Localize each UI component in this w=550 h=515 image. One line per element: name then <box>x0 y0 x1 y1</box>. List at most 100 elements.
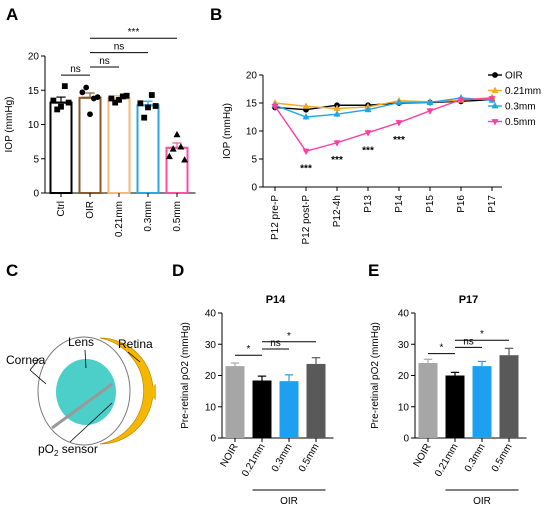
data-point-a-3-0 <box>137 100 144 107</box>
sig-label-e-2: * <box>480 329 484 340</box>
data-point-a-4-0 <box>165 152 173 160</box>
data-point-a-4-3 <box>177 143 185 150</box>
x-tick-label-a-0: Ctrl <box>56 201 67 217</box>
data-point-a-0-0 <box>50 97 57 104</box>
data-point-a-3-4 <box>152 103 159 109</box>
x-tick-label-d-0: NOIR <box>219 442 241 469</box>
series-point-b-3-4 <box>395 120 403 127</box>
chart-title-d: P14 <box>266 294 286 306</box>
data-point-a-4-2 <box>173 130 181 138</box>
chart-title-e: P17 <box>459 294 479 306</box>
legend-marker-b-1 <box>491 86 499 93</box>
sig-label-b-1: *** <box>331 155 343 166</box>
series-point-b-2-1 <box>302 113 310 120</box>
x-tick-label-e-3: 0.5mm <box>490 442 515 474</box>
retina-shape <box>99 337 154 445</box>
series-line-b-2 <box>274 97 493 118</box>
bar-e-0 <box>418 363 438 438</box>
data-point-a-1-2 <box>87 111 93 118</box>
data-point-a-4-1 <box>169 145 177 152</box>
series-point-b-3-6 <box>457 97 465 104</box>
cornea-pointer-2 <box>29 357 41 371</box>
y-tick-label-b-2: 10 <box>246 127 258 138</box>
x-tick-label-a-2: 0.21mm <box>114 201 125 237</box>
lens-label: Lens <box>68 335 94 349</box>
sensor-probe <box>51 382 113 430</box>
legend-marker-b-3 <box>491 119 499 126</box>
series-point-b-3-0 <box>271 103 279 111</box>
bar-e-3 <box>499 355 519 438</box>
series-point-b-2-4 <box>395 98 403 105</box>
lens-shape <box>56 359 116 425</box>
y-tick-label-d-1: 10 <box>205 402 217 413</box>
y-tick-label-a-4: 20 <box>28 52 40 63</box>
bar-a-2 <box>107 97 131 194</box>
data-point-a-2-4 <box>123 92 130 99</box>
x-tick-label-b-5: P15 <box>425 195 436 213</box>
chart-a: 0 5 10 15 20 IOP (mmHg) Ctrl OIR 0.21mm 0.3mm 0.5m… <box>4 27 196 237</box>
data-point-a-3-2 <box>145 104 151 111</box>
legend-label-b-0: OIR <box>505 71 523 82</box>
series-line-b-3 <box>274 97 493 152</box>
retina-label: Retina <box>118 337 153 351</box>
y-tick-label-e-0: 0 <box>403 434 409 445</box>
data-point-a-0-4 <box>65 99 72 106</box>
x-tick-label-e-1: 0.21mm <box>433 442 461 479</box>
series-point-b-2-2 <box>333 110 341 117</box>
data-point-a-2-2 <box>116 96 122 103</box>
y-tick-label-a-2: 10 <box>28 120 40 131</box>
series-point-b-3-7 <box>488 96 496 103</box>
x-tick-label-b-0: P12 pre-P <box>270 195 281 240</box>
y-tick-label-d-0: 0 <box>210 434 216 445</box>
x-tick-label-a-4: 0.5mm <box>172 201 183 232</box>
y-tick-label-d-4: 40 <box>205 309 217 320</box>
cornea-label: Cornea <box>6 353 46 367</box>
y-tick-label-a-0: 0 <box>33 189 39 200</box>
y-tick-label-a-1: 5 <box>33 154 39 165</box>
panel-letter-c: C <box>6 261 18 280</box>
series-point-b-3-3 <box>364 130 372 137</box>
x-tick-label-b-3: P13 <box>363 195 374 213</box>
group-label-e: OIR <box>473 496 491 507</box>
bar-a-0 <box>49 101 73 194</box>
chart-b: 0 5 10 15 20 IOP (mmHg) P12 pre-P P12 post-P P12… <box>222 71 541 245</box>
data-point-a-3-3 <box>148 92 155 98</box>
y-tick-label-a-3: 15 <box>28 86 40 97</box>
y-tick-label-b-1: 5 <box>251 155 257 166</box>
y-axis-label-b: IOP (mmHg) <box>222 103 233 159</box>
sig-label-b-3: *** <box>393 135 405 146</box>
sig-label-e-1: ns <box>463 336 474 347</box>
x-tick-label-d-1: 0.21mm <box>240 442 268 479</box>
legend-label-b-1: 0.21mm <box>505 86 541 97</box>
sig-label-d-1: ns <box>270 338 281 349</box>
y-axis-label-e: Pre-retinal pO2 (mmHg) <box>370 322 381 429</box>
y-tick-label-e-3: 30 <box>398 340 410 351</box>
sig-label-a-1: ns <box>99 56 110 67</box>
optic-nerve-shape <box>145 384 156 400</box>
series-point-b-2-3 <box>364 105 372 113</box>
x-tick-label-b-4: P14 <box>394 195 405 213</box>
y-tick-label-d-3: 30 <box>205 340 217 351</box>
x-tick-label-b-2: P12-4h <box>332 195 343 227</box>
legend-marker-b-2 <box>491 102 499 109</box>
data-point-a-4-4 <box>181 156 189 163</box>
panel-letter-d: D <box>172 261 184 280</box>
x-tick-label-b-1: P12 post-P <box>301 195 312 245</box>
series-line-b-1 <box>274 96 493 110</box>
sensor-pointer <box>69 402 113 443</box>
data-point-a-3-1 <box>141 114 148 121</box>
x-tick-label-b-7: P17 <box>487 195 498 213</box>
legend-marker-b-0 <box>492 72 498 78</box>
y-tick-label-b-0: 0 <box>251 183 257 194</box>
sensor-label: pO2 sensor <box>38 442 98 458</box>
data-point-a-0-2 <box>58 103 64 110</box>
sig-label-d-2: * <box>287 331 291 342</box>
series-point-b-3-2 <box>333 140 341 147</box>
x-tick-label-a-3: 0.3mm <box>143 201 154 232</box>
y-tick-label-b-4: 20 <box>246 71 258 82</box>
group-label-d: OIR <box>280 496 298 507</box>
y-axis-label-a: IOP (mmHg) <box>4 97 15 153</box>
series-point-b-3-1 <box>302 148 310 156</box>
